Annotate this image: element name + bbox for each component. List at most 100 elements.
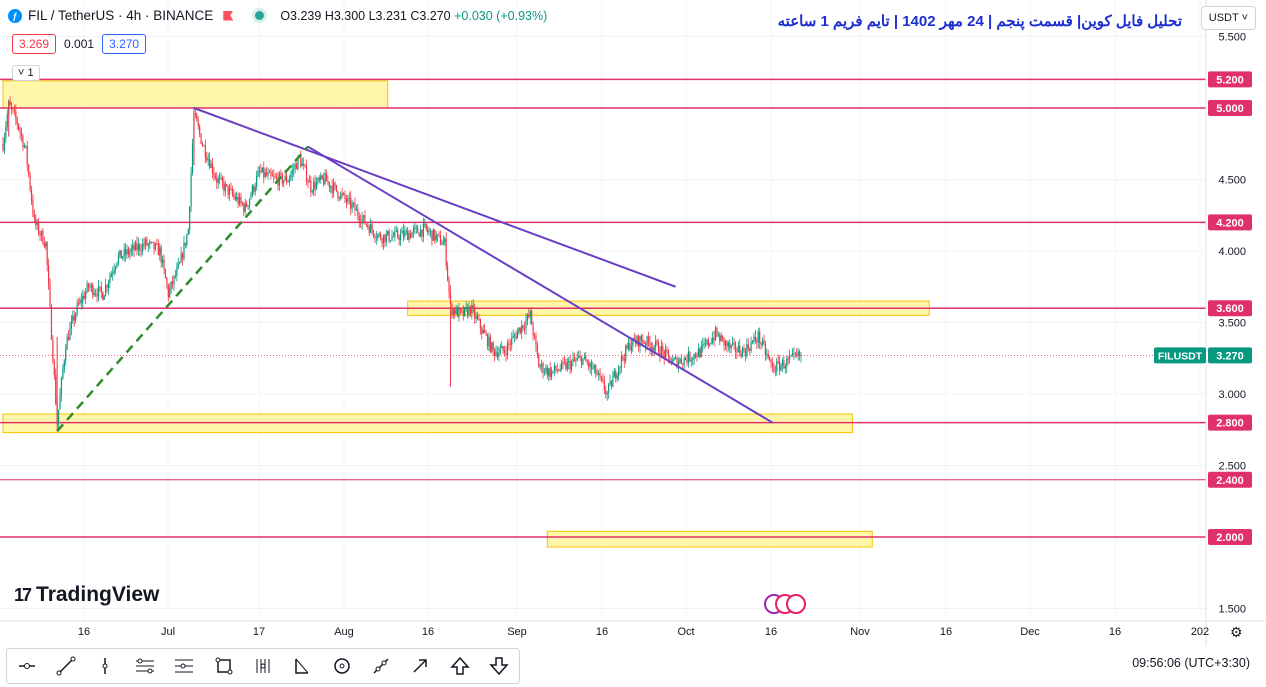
candle-body [156, 243, 158, 245]
candle-body [398, 237, 400, 241]
level-label: 2.800 [1216, 418, 1244, 430]
candle-body [746, 344, 748, 356]
candle-body [157, 243, 159, 256]
candle-body [736, 351, 738, 353]
symbol-title[interactable]: FIL / TetherUS · 4h · BINANCE [28, 8, 214, 23]
candle-body [551, 370, 553, 378]
candle-body [640, 336, 642, 341]
symbol-tag-bg [1154, 347, 1206, 364]
candle-body [2, 143, 4, 151]
gann-icon[interactable] [250, 653, 276, 679]
candle-body [696, 356, 698, 358]
candle-body [264, 172, 266, 177]
candle-body [132, 245, 134, 249]
event-flag-icon[interactable] [786, 594, 806, 614]
candle-body [159, 246, 161, 256]
candle-body [304, 164, 306, 167]
candle-body [95, 293, 97, 295]
candle-body [519, 327, 521, 334]
candle-body [112, 272, 114, 274]
economic-events[interactable] [764, 594, 806, 614]
candle-body [605, 390, 607, 395]
candle-body [374, 235, 376, 239]
candle-body [70, 321, 72, 329]
candle-body [331, 186, 333, 193]
candle-body [700, 345, 702, 357]
candle-body [465, 307, 467, 308]
candle-body [509, 344, 511, 346]
candle-body [92, 284, 94, 295]
candle-body [458, 308, 460, 317]
arrow-marker-icon[interactable] [407, 653, 433, 679]
candle-body [253, 185, 255, 192]
candle-body [384, 234, 386, 243]
ohlc-high: H3.300 [324, 8, 366, 23]
candle-body [372, 230, 375, 236]
candle-body [99, 286, 101, 288]
symbol-header[interactable]: ƒ FIL / TetherUS · 4h · BINANCE O3.239 H… [8, 8, 547, 23]
candle-body [639, 336, 641, 347]
time-axis[interactable]: 16 Jul 17 Aug 16 Sep 16 Oct 16 Nov 16 Dec 16 202 [78, 626, 1209, 638]
candle-body [757, 331, 759, 343]
candle-body [59, 394, 61, 410]
indicators-toggle[interactable]: ˅ 1 [12, 65, 40, 81]
gear-icon[interactable]: ⚙ [1230, 624, 1243, 640]
crosshair-icon[interactable] [14, 653, 40, 679]
candle-body [199, 126, 201, 134]
candle-body [203, 145, 205, 147]
candle-body [53, 361, 55, 375]
candle-body [391, 236, 393, 241]
rectangle-icon[interactable] [211, 653, 237, 679]
brush-icon[interactable] [368, 653, 394, 679]
candle-body [743, 348, 745, 351]
pitchfork-icon[interactable] [132, 653, 158, 679]
trendline [307, 145, 774, 424]
candle-body [533, 335, 536, 337]
candle-body [797, 351, 799, 356]
candle-body [796, 354, 798, 356]
buy-price[interactable]: 3.270 [102, 34, 147, 54]
candle-body [251, 185, 253, 196]
candle-body [164, 268, 167, 279]
candle-body [327, 181, 329, 183]
candle-body [593, 365, 595, 368]
candle-body [60, 378, 63, 395]
candle-body [345, 198, 348, 203]
candle-body [270, 171, 272, 176]
vertical-line-icon[interactable] [92, 653, 118, 679]
fib-retracement-icon[interactable] [171, 653, 197, 679]
candle-body [733, 342, 735, 344]
arrow-up-icon[interactable] [447, 653, 473, 679]
candle-body [575, 359, 577, 361]
arrow-down-icon[interactable] [486, 653, 512, 679]
candle-body [170, 281, 172, 289]
candle-body [313, 181, 315, 192]
candle-body [310, 180, 312, 192]
candle-body [613, 371, 615, 378]
price-axis[interactable]: 5.500 4.500 4.000 3.500 3.000 2.500 1.500 [1218, 32, 1246, 616]
clock[interactable]: 09:56:06 (UTC+3:30) [1132, 656, 1250, 670]
candle-body [246, 203, 248, 207]
candle-body [221, 177, 224, 183]
candle-body [248, 198, 251, 206]
currency-button[interactable]: USDT ˅ [1200, 6, 1256, 30]
candle-body [197, 120, 199, 127]
price-tick-label: 1.500 [1218, 604, 1246, 616]
market-open-icon [255, 11, 265, 20]
tradingview-logo[interactable]: 17 TradingView [14, 583, 159, 607]
candle-body [171, 281, 174, 285]
candle-body [352, 203, 355, 204]
candle-body [52, 339, 54, 362]
flag-icon[interactable] [223, 10, 234, 21]
candle-body [622, 356, 624, 359]
candle-body [548, 368, 550, 376]
candle-body [280, 173, 282, 175]
sell-price[interactable]: 3.269 [12, 34, 57, 54]
candle-body [724, 341, 727, 346]
candle-body [22, 135, 24, 148]
candle-body [425, 223, 427, 230]
pattern-icon[interactable] [289, 653, 315, 679]
trend-line-icon[interactable] [53, 653, 79, 679]
circle-icon[interactable] [329, 653, 355, 679]
